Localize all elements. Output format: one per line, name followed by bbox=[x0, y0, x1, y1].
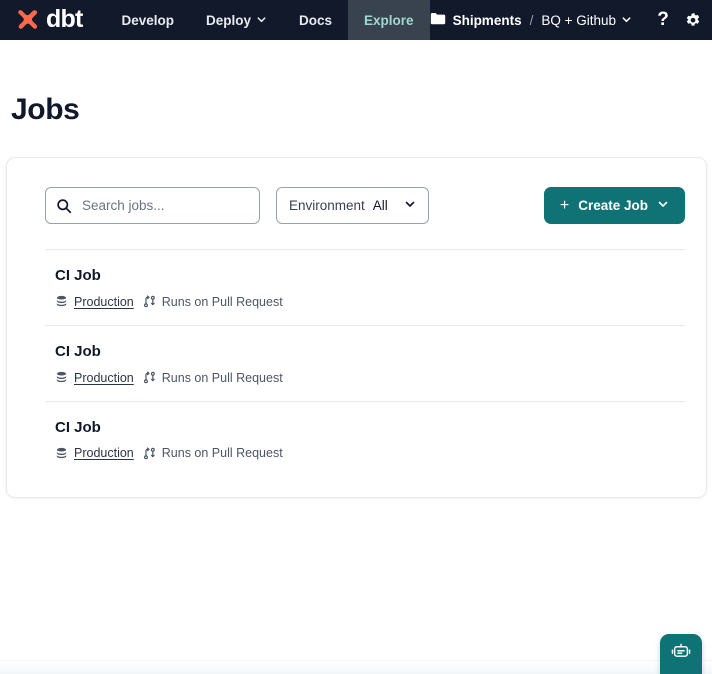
jobs-toolbar: Environment All + Create Job bbox=[7, 158, 706, 224]
table-row[interactable]: CI Job Production bbox=[45, 249, 685, 325]
job-environment-link[interactable]: Production bbox=[74, 446, 134, 461]
brand-logo[interactable]: dbt bbox=[0, 0, 96, 40]
jobs-card: Environment All + Create Job CI Job bbox=[6, 157, 707, 499]
dbt-x-logo-icon bbox=[14, 8, 39, 33]
primary-nav: Develop Deploy Docs Explore bbox=[105, 0, 430, 40]
job-meta: Production bbox=[55, 446, 685, 460]
job-environment-link[interactable]: Production bbox=[74, 370, 134, 385]
job-environment-link[interactable]: Production bbox=[74, 294, 134, 309]
table-row[interactable]: CI Job Production bbox=[45, 400, 685, 477]
page-content: Jobs Environment All + Create bbox=[0, 93, 712, 499]
environment-filter-dropdown[interactable]: Environment All bbox=[276, 187, 429, 224]
pull-request-icon bbox=[143, 295, 156, 308]
job-trigger-label: Runs on Pull Request bbox=[161, 446, 283, 461]
job-trigger: Runs on Pull Request bbox=[143, 371, 283, 385]
job-trigger: Runs on Pull Request bbox=[143, 295, 283, 309]
navbar-right-section: Shipments / BQ + Github ? bbox=[430, 0, 712, 40]
chat-bot-icon bbox=[671, 642, 691, 667]
chevron-down-icon bbox=[657, 198, 669, 213]
page-title: Jobs bbox=[11, 93, 80, 126]
folder-icon bbox=[430, 12, 446, 29]
database-icon bbox=[55, 447, 68, 460]
chevron-down-icon bbox=[621, 13, 632, 28]
job-meta: Production bbox=[55, 295, 685, 309]
pull-request-icon bbox=[143, 371, 156, 384]
chevron-down-icon bbox=[404, 198, 416, 213]
jobs-list: CI Job Production bbox=[7, 249, 706, 476]
environment-filter-label: Environment bbox=[289, 198, 365, 213]
job-trigger-label: Runs on Pull Request bbox=[161, 294, 283, 309]
job-meta: Production bbox=[55, 371, 685, 385]
environment-filter-value: All bbox=[372, 198, 388, 213]
plus-icon: + bbox=[559, 196, 570, 214]
project-selector[interactable]: Shipments bbox=[430, 12, 522, 29]
table-row[interactable]: CI Job Production bbox=[45, 324, 685, 401]
bottom-strip bbox=[0, 660, 712, 674]
search-input[interactable] bbox=[45, 187, 260, 224]
gear-icon[interactable] bbox=[678, 5, 708, 35]
create-job-label: Create Job bbox=[578, 198, 648, 213]
chevron-down-icon bbox=[256, 13, 267, 28]
nav-item-explore[interactable]: Explore bbox=[348, 0, 430, 40]
top-navbar: dbt Develop Deploy Docs Explore Shipment… bbox=[0, 0, 712, 40]
nav-item-label: Deploy bbox=[206, 12, 252, 28]
job-name: CI Job bbox=[55, 418, 101, 436]
connection-name: BQ + Github bbox=[541, 12, 617, 28]
nav-item-label: Develop bbox=[121, 12, 174, 28]
database-icon bbox=[55, 371, 68, 384]
create-job-button[interactable]: + Create Job bbox=[543, 187, 685, 224]
job-environment[interactable]: Production bbox=[55, 446, 134, 460]
nav-item-deploy[interactable]: Deploy bbox=[190, 0, 283, 40]
nav-item-develop[interactable]: Develop bbox=[105, 0, 190, 40]
database-icon bbox=[55, 295, 68, 308]
pull-request-icon bbox=[143, 447, 156, 460]
nav-item-label: Docs bbox=[299, 12, 333, 28]
nav-item-docs[interactable]: Docs bbox=[283, 0, 348, 40]
job-name: CI Job bbox=[55, 267, 101, 284]
job-name: CI Job bbox=[55, 342, 101, 360]
brand-name: dbt bbox=[46, 4, 83, 33]
breadcrumb-separator: / bbox=[529, 12, 534, 28]
job-trigger: Runs on Pull Request bbox=[143, 446, 283, 460]
help-icon[interactable]: ? bbox=[657, 9, 669, 30]
job-trigger-label: Runs on Pull Request bbox=[161, 370, 283, 385]
chat-bot-button[interactable] bbox=[660, 634, 702, 674]
search-jobs-field[interactable] bbox=[45, 187, 260, 224]
job-environment[interactable]: Production bbox=[55, 371, 134, 385]
connection-selector[interactable]: BQ + Github bbox=[541, 13, 632, 28]
project-name: Shipments bbox=[452, 12, 522, 28]
job-environment[interactable]: Production bbox=[55, 295, 134, 309]
nav-item-label: Explore bbox=[364, 12, 414, 28]
